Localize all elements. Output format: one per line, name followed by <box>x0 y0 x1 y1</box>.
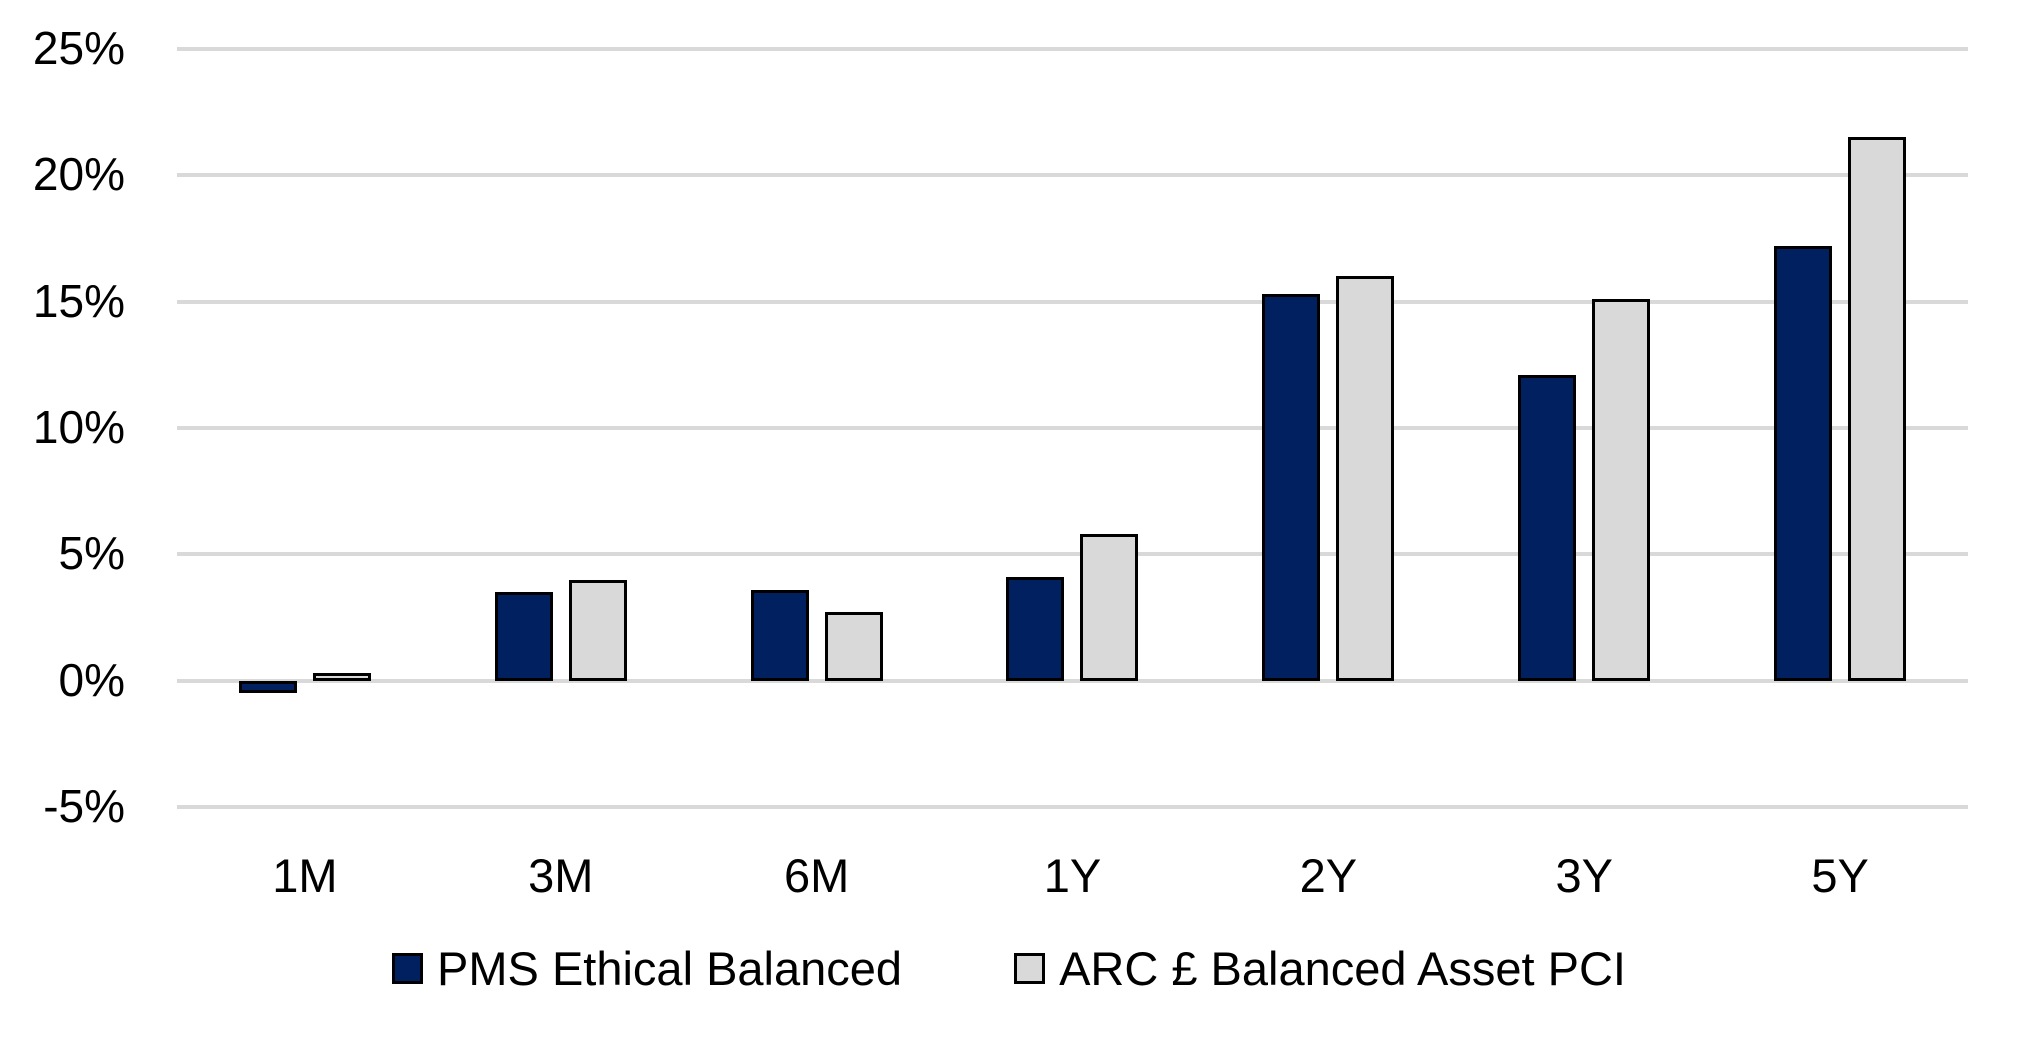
columns <box>177 49 1968 807</box>
x-axis-tick-label: 1Y <box>1043 848 1102 902</box>
bar-3y-series-1 <box>1592 299 1651 681</box>
x-axis-tick-label: 3Y <box>1555 848 1613 902</box>
category-column-1m <box>177 49 433 807</box>
y-axis-tick-label: 10% <box>32 401 125 454</box>
bar-1y-series-0 <box>1006 577 1065 681</box>
y-axis-tick-label: 20% <box>32 148 125 201</box>
y-axis-tick-label: 0% <box>58 653 125 706</box>
x-axis-tick-label: 1M <box>272 848 338 902</box>
legend-label-arc-balanced-asset-pci: ARC £ Balanced Asset PCI <box>1059 941 1626 995</box>
bar-1m-series-1 <box>312 673 371 681</box>
plot-area <box>177 47 1968 809</box>
legend-item-pms-ethical-balanced: PMS Ethical Balanced <box>392 945 902 992</box>
legend-swatch-pms-ethical-balanced <box>392 952 424 984</box>
y-axis-tick-label: -5% <box>43 780 125 833</box>
gridline <box>177 805 1968 809</box>
legend-item-arc-balanced-asset-pci: ARC £ Balanced Asset PCI <box>1014 945 1626 992</box>
gridline <box>177 299 1968 304</box>
x-axis-tick-label: 3M <box>528 848 594 902</box>
y-axis: 25% 20% 15% 10% 5% 0% -5% <box>0 25 143 829</box>
y-axis-tick-label: 25% <box>32 22 125 75</box>
category-column-5y <box>1712 49 1968 807</box>
bar-5y-series-1 <box>1848 137 1907 681</box>
bar-3y-series-0 <box>1518 374 1577 681</box>
x-axis: 1M 3M 6M 1Y 2Y 3Y 5Y <box>177 825 1968 925</box>
bar-1m-series-0 <box>238 680 297 694</box>
gridline <box>177 552 1968 557</box>
category-column-2y <box>1200 49 1456 807</box>
legend-label-pms-ethical-balanced: PMS Ethical Balanced <box>437 941 903 995</box>
gridline <box>177 678 1968 683</box>
gridline <box>177 47 1968 51</box>
x-axis-tick-label: 2Y <box>1299 848 1358 902</box>
legend: PMS Ethical Balanced ARC £ Balanced Asse… <box>0 930 2018 1006</box>
gridline <box>177 426 1968 430</box>
bar-6m-series-1 <box>824 612 883 681</box>
x-axis-tick-label: 5Y <box>1811 848 1869 902</box>
bar-6m-series-0 <box>750 589 809 681</box>
x-axis-tick-label: 6M <box>784 848 850 902</box>
y-axis-tick-label: 15% <box>32 274 125 327</box>
category-column-6m <box>689 49 945 807</box>
bar-3m-series-1 <box>568 579 627 681</box>
legend-swatch-arc-balanced-asset-pci <box>1014 952 1046 984</box>
bar-1y-series-1 <box>1080 534 1139 681</box>
category-column-1y <box>945 49 1201 807</box>
bar-3m-series-0 <box>494 592 553 681</box>
bar-5y-series-0 <box>1774 246 1833 681</box>
y-axis-tick-label: 5% <box>58 527 125 580</box>
category-column-3m <box>433 49 689 807</box>
bar-2y-series-1 <box>1336 276 1395 681</box>
category-column-3y <box>1456 49 1712 807</box>
bar-2y-series-0 <box>1262 294 1321 681</box>
gridline <box>177 173 1968 178</box>
